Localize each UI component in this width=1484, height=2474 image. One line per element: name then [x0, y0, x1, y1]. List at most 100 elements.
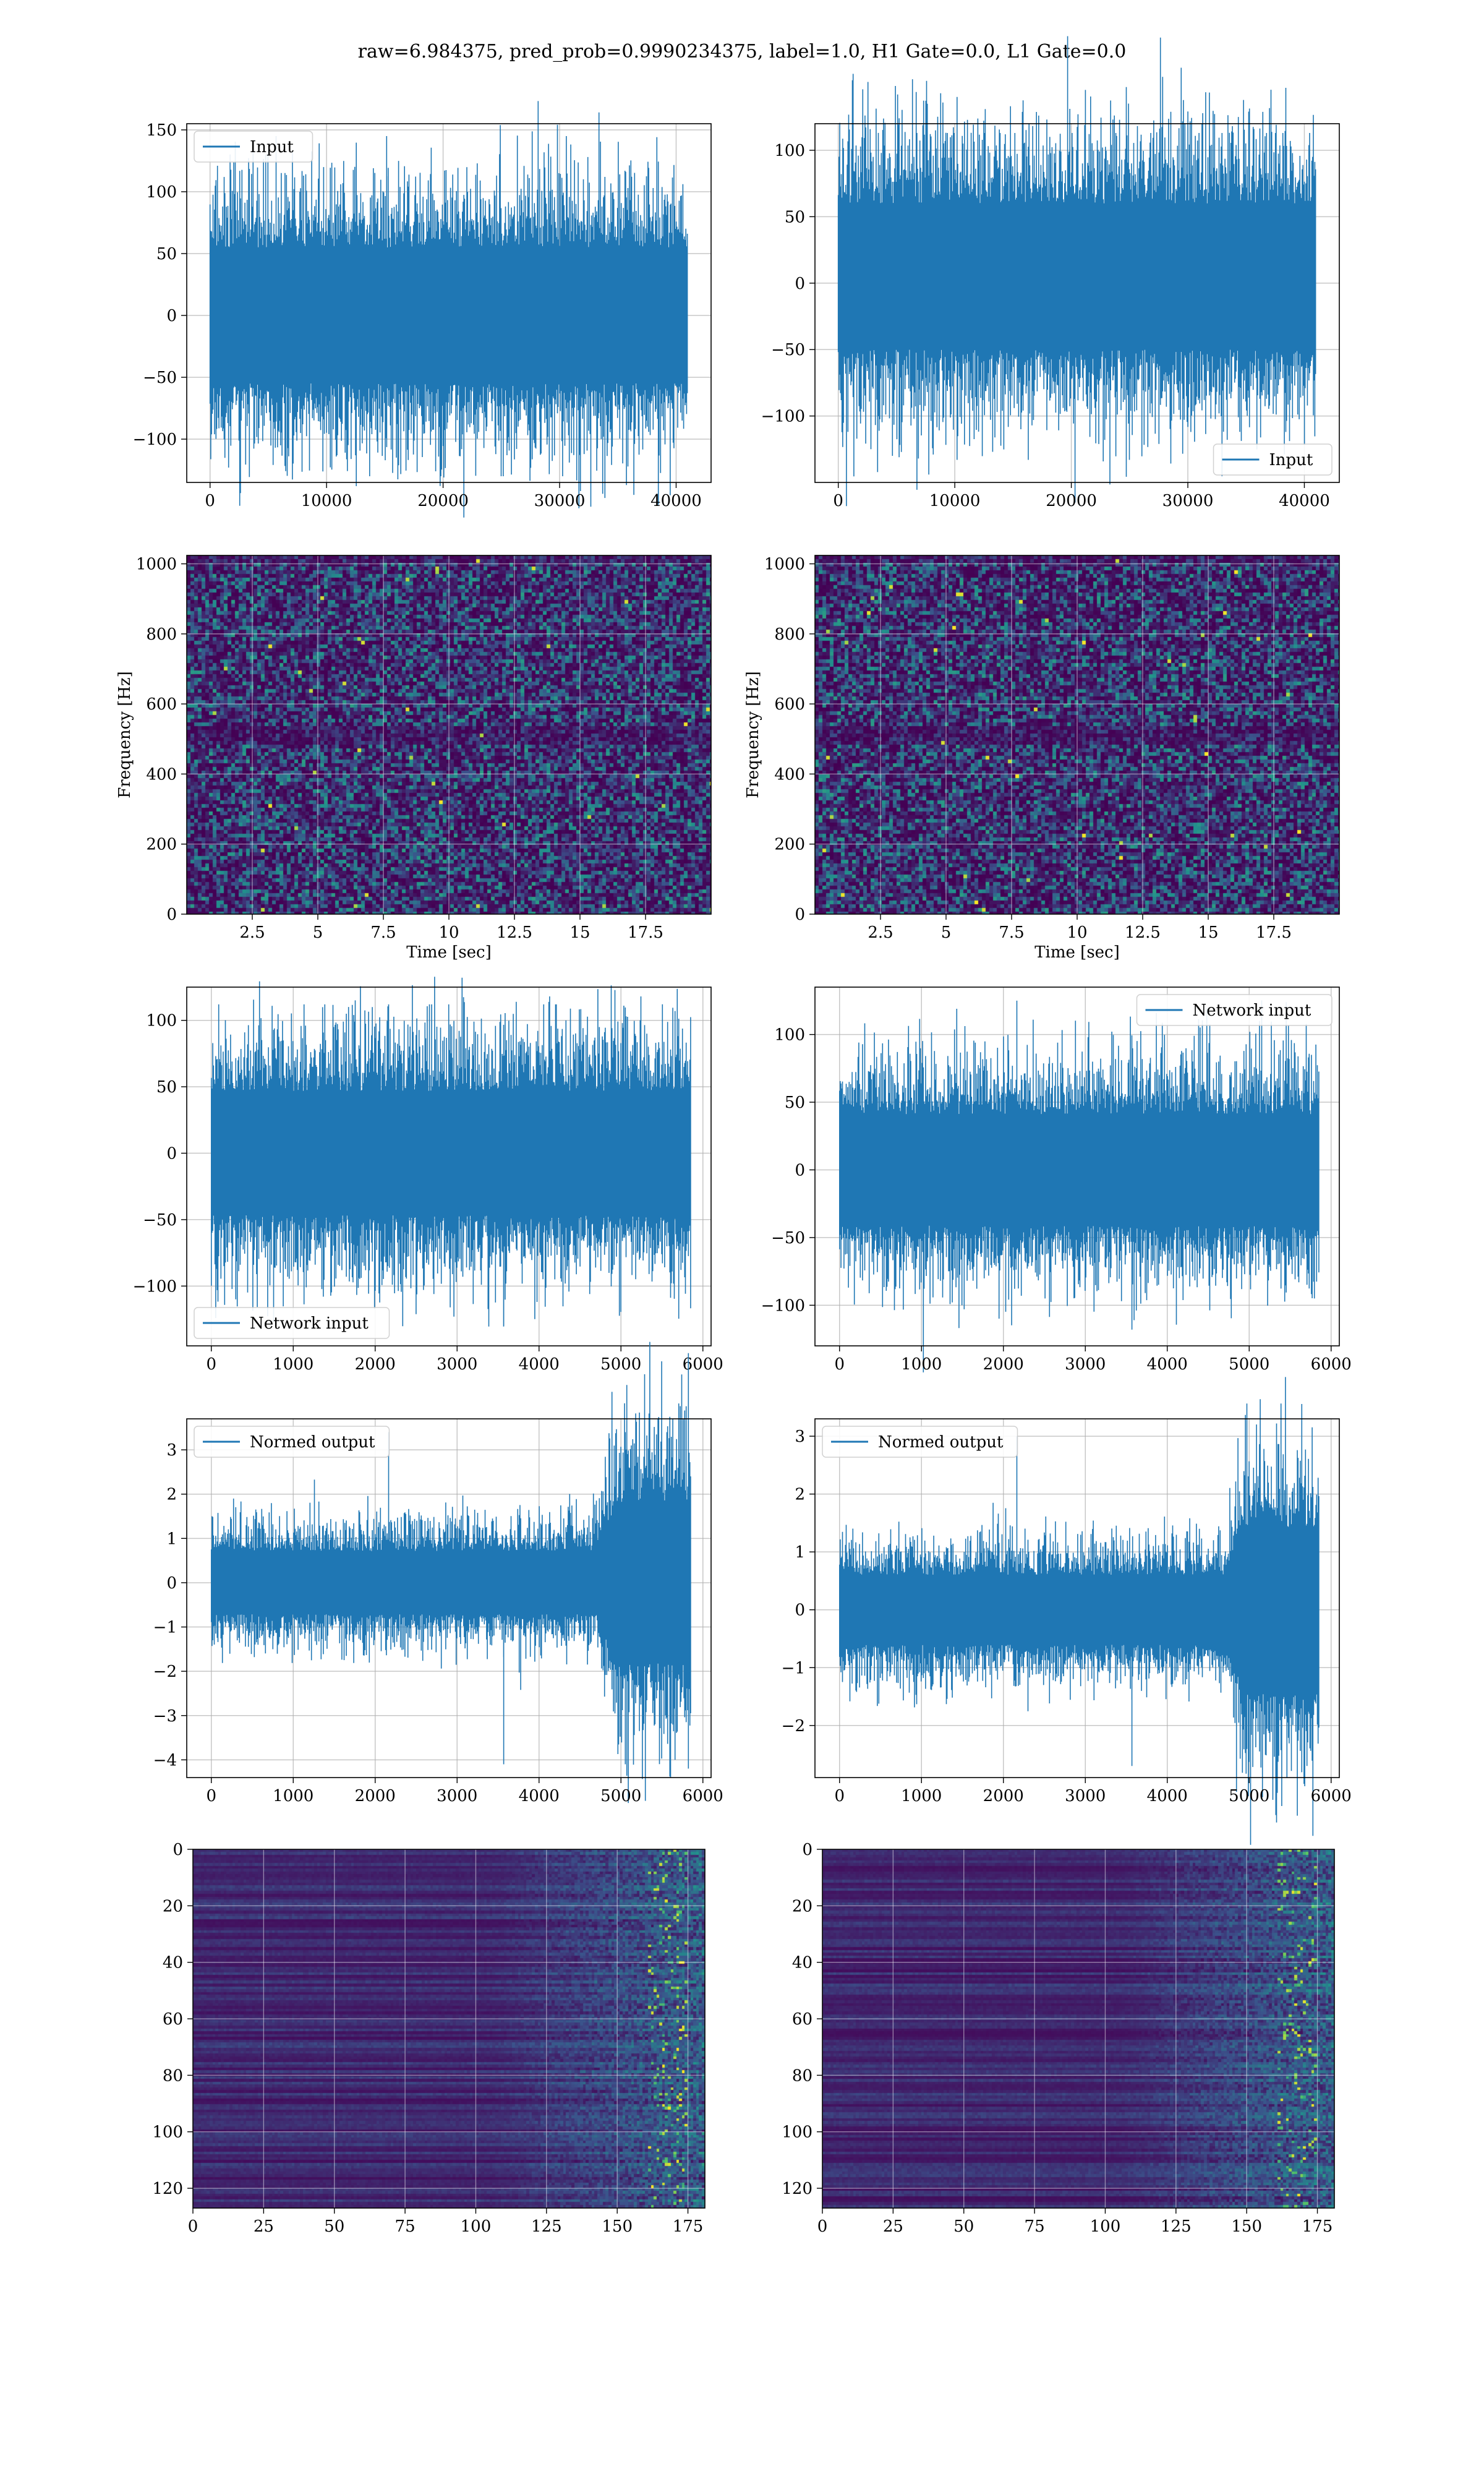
subplot-r5c2: 0 25 50 75 100 125 150 175 0 20 40 60 80 100 120: [782, 1841, 1335, 2236]
y-tick-label: 100: [146, 1012, 177, 1030]
y-tick-label: 0: [166, 1145, 177, 1163]
y-tick-label: 60: [163, 2010, 183, 2029]
y-tick-label: 0: [802, 1841, 812, 1859]
axes-frame: [186, 123, 712, 483]
axes-frame: [192, 1849, 706, 2209]
x-tick-label: 0: [206, 1787, 216, 1805]
x-tick-label: 4000: [519, 1787, 560, 1805]
y-tick-label: 1: [795, 1543, 805, 1562]
y-tick-label: −50: [143, 369, 177, 387]
axes-frame: [814, 1418, 1340, 1778]
legend-box: [194, 131, 313, 163]
y-tick-label: −50: [771, 341, 805, 359]
x-tick-label: 10000: [929, 492, 981, 510]
y-tick-label: 100: [152, 2123, 183, 2142]
x-tick-label: 30000: [534, 492, 586, 510]
y-tick-label: 0: [795, 905, 805, 924]
legend-label: Normed output: [878, 1433, 1004, 1452]
heatmap-image: [193, 1849, 705, 2208]
y-tick-label: 100: [774, 142, 805, 160]
x-tick-label: 40000: [1279, 492, 1330, 510]
x-tick-label: 0: [206, 1355, 216, 1374]
y-tick-label: 80: [792, 2066, 812, 2085]
x-tick-label: 0: [834, 1787, 845, 1805]
y-tick-label: 100: [774, 1026, 805, 1045]
y-tick-label: −100: [133, 1277, 177, 1296]
y-tick-label: 2: [166, 1486, 177, 1504]
legend-label: Input: [1269, 451, 1313, 469]
y-tick-label: 800: [774, 625, 805, 644]
x-tick-label: 1000: [901, 1355, 942, 1374]
heatmap-canvas: [187, 555, 711, 914]
x-tick-label: 10000: [301, 492, 352, 510]
signal-trace: [839, 1000, 1320, 1372]
x-tick-label: 0: [817, 2217, 828, 2236]
x-tick-label: 3000: [437, 1355, 477, 1374]
axes-frame: [822, 1849, 1335, 2209]
x-tick-label: 125: [1161, 2217, 1192, 2236]
y-tick-label: 120: [152, 2180, 183, 2198]
x-tick-label: 5000: [600, 1355, 641, 1374]
heatmap-canvas: [815, 555, 1339, 914]
y-tick-label: 120: [782, 2180, 812, 2198]
signal-trace: [209, 101, 688, 518]
subplot-r3c1: 0 1000 2000 3000 4000 5000 6000 −100 −50 0 50 100 Ne…: [133, 977, 723, 1374]
legend: Network input: [194, 1307, 390, 1339]
x-tick-label: 3000: [1065, 1355, 1106, 1374]
x-tick-label: 150: [1231, 2217, 1262, 2236]
y-axis-label: Frequency [Hz]: [744, 671, 762, 798]
x-tick-label: 4000: [1147, 1787, 1188, 1805]
y-tick-label: −2: [782, 1717, 805, 1736]
x-tick-label: 20000: [417, 492, 469, 510]
x-tick-label: 2000: [355, 1787, 396, 1805]
x-tick-label: 1000: [901, 1787, 942, 1805]
subplot-r2c2: 2.5 5 7.5 10 12.5 15 17.5 0 200 400 600 800 1000 Time…: [744, 555, 1340, 962]
signal-trace: [211, 1342, 691, 1804]
x-tick-label: 0: [833, 492, 843, 510]
y-tick-label: 1000: [136, 555, 177, 574]
y-tick-label: 100: [146, 183, 177, 202]
x-tick-label: 0: [834, 1355, 845, 1374]
x-tick-label: 1000: [273, 1787, 313, 1805]
legend-box: [1136, 994, 1333, 1026]
x-tick-label: 10: [1067, 923, 1087, 942]
y-tick-label: 2: [795, 1486, 805, 1504]
y-tick-label: −50: [771, 1229, 805, 1248]
x-tick-label: 10: [438, 923, 459, 942]
x-tick-label: 100: [461, 2217, 492, 2236]
y-tick-label: −4: [153, 1751, 177, 1770]
y-tick-label: 0: [166, 905, 177, 924]
y-tick-label: 50: [156, 245, 177, 263]
heatmap-canvas: [822, 1849, 1334, 2208]
heatmap-image: [187, 555, 711, 914]
x-tick-label: 5: [313, 923, 323, 942]
y-tick-label: 50: [156, 1078, 177, 1097]
y-tick-label: 150: [146, 121, 177, 140]
y-tick-label: 600: [146, 695, 177, 714]
x-tick-label: 40000: [650, 492, 702, 510]
y-tick-label: 0: [173, 1841, 183, 1859]
legend: Network input: [1136, 994, 1333, 1026]
y-tick-label: −50: [143, 1211, 177, 1230]
subplot-r4c2: 0 1000 2000 3000 4000 5000 6000 −2 −1 0 1 2 3 Normed …: [782, 1377, 1352, 1845]
y-tick-label: −100: [761, 1296, 805, 1315]
x-tick-label: 25: [254, 2217, 274, 2236]
y-tick-label: −100: [761, 408, 805, 426]
y-tick-label: 200: [774, 836, 805, 854]
legend: Normed output: [194, 1426, 390, 1458]
x-tick-label: 15: [1198, 923, 1218, 942]
signal-trace: [211, 977, 691, 1327]
x-tick-label: 17.5: [628, 923, 663, 942]
subplot-r1c1: 0 10000 20000 30000 40000 −100 −50 0 50 100 150 Inp…: [133, 101, 712, 518]
legend: Input: [1213, 443, 1333, 476]
x-tick-label: 5000: [1229, 1355, 1269, 1374]
y-tick-label: 800: [146, 625, 177, 644]
legend-label: Input: [250, 138, 294, 156]
x-tick-label: 175: [1302, 2217, 1333, 2236]
y-tick-label: 600: [774, 695, 805, 714]
heatmap-canvas: [193, 1849, 705, 2208]
x-tick-label: 3000: [437, 1787, 477, 1805]
x-tick-label: 2000: [983, 1787, 1024, 1805]
x-tick-label: 50: [324, 2217, 344, 2236]
x-tick-label: 5000: [1229, 1787, 1269, 1805]
